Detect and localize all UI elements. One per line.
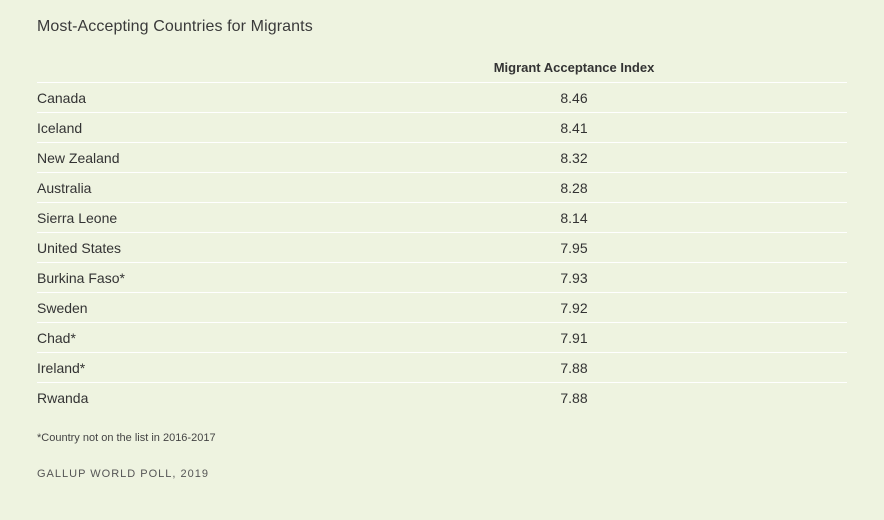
index-value-cell: 8.46 xyxy=(560,90,588,106)
table-row: Chad* 7.91 xyxy=(37,323,847,353)
column-header-index: Migrant Acceptance Index xyxy=(493,60,655,75)
table-row: New Zealand 8.32 xyxy=(37,143,847,173)
table-row: Canada 8.46 xyxy=(37,83,847,113)
table-row: Burkina Faso* 7.93 xyxy=(37,263,847,293)
footnote: *Country not on the list in 2016-2017 xyxy=(37,432,216,444)
index-value-cell: 7.95 xyxy=(560,240,588,256)
table-row: Sweden 7.92 xyxy=(37,293,847,323)
country-cell: Iceland xyxy=(37,120,83,136)
table-row: Sierra Leone 8.14 xyxy=(37,203,847,233)
country-cell: Ireland* xyxy=(37,360,86,376)
index-value-cell: 8.41 xyxy=(560,120,588,136)
acceptance-table: Migrant Acceptance Index Canada 8.46 Ice… xyxy=(37,56,847,412)
index-value-cell: 8.28 xyxy=(560,180,588,196)
table-row: Ireland* 7.88 xyxy=(37,353,847,383)
country-cell: Sierra Leone xyxy=(37,210,118,226)
country-cell: Chad* xyxy=(37,330,76,346)
country-cell: Canada xyxy=(37,90,87,106)
country-cell: United States xyxy=(37,240,122,256)
table-row: Australia 8.28 xyxy=(37,173,847,203)
index-value-cell: 8.32 xyxy=(560,150,588,166)
table-row: Iceland 8.41 xyxy=(37,113,847,143)
country-cell: Australia xyxy=(37,180,92,196)
table-row: United States 7.95 xyxy=(37,233,847,263)
country-cell: Rwanda xyxy=(37,390,89,406)
page-title: Most-Accepting Countries for Migrants xyxy=(37,18,313,35)
table-row: Rwanda 7.88 xyxy=(37,383,847,412)
country-cell: New Zealand xyxy=(37,150,120,166)
index-value-cell: 7.93 xyxy=(560,270,588,286)
country-cell: Burkina Faso* xyxy=(37,270,125,286)
index-value-cell: 7.88 xyxy=(560,390,588,406)
country-cell: Sweden xyxy=(37,300,88,316)
table-header-row: Migrant Acceptance Index xyxy=(37,56,847,83)
index-value-cell: 7.88 xyxy=(560,360,588,376)
index-value-cell: 7.91 xyxy=(560,330,588,346)
index-value-cell: 8.14 xyxy=(560,210,588,226)
index-value-cell: 7.92 xyxy=(560,300,588,316)
source-credit: GALLUP WORLD POLL, 2019 xyxy=(37,468,209,480)
